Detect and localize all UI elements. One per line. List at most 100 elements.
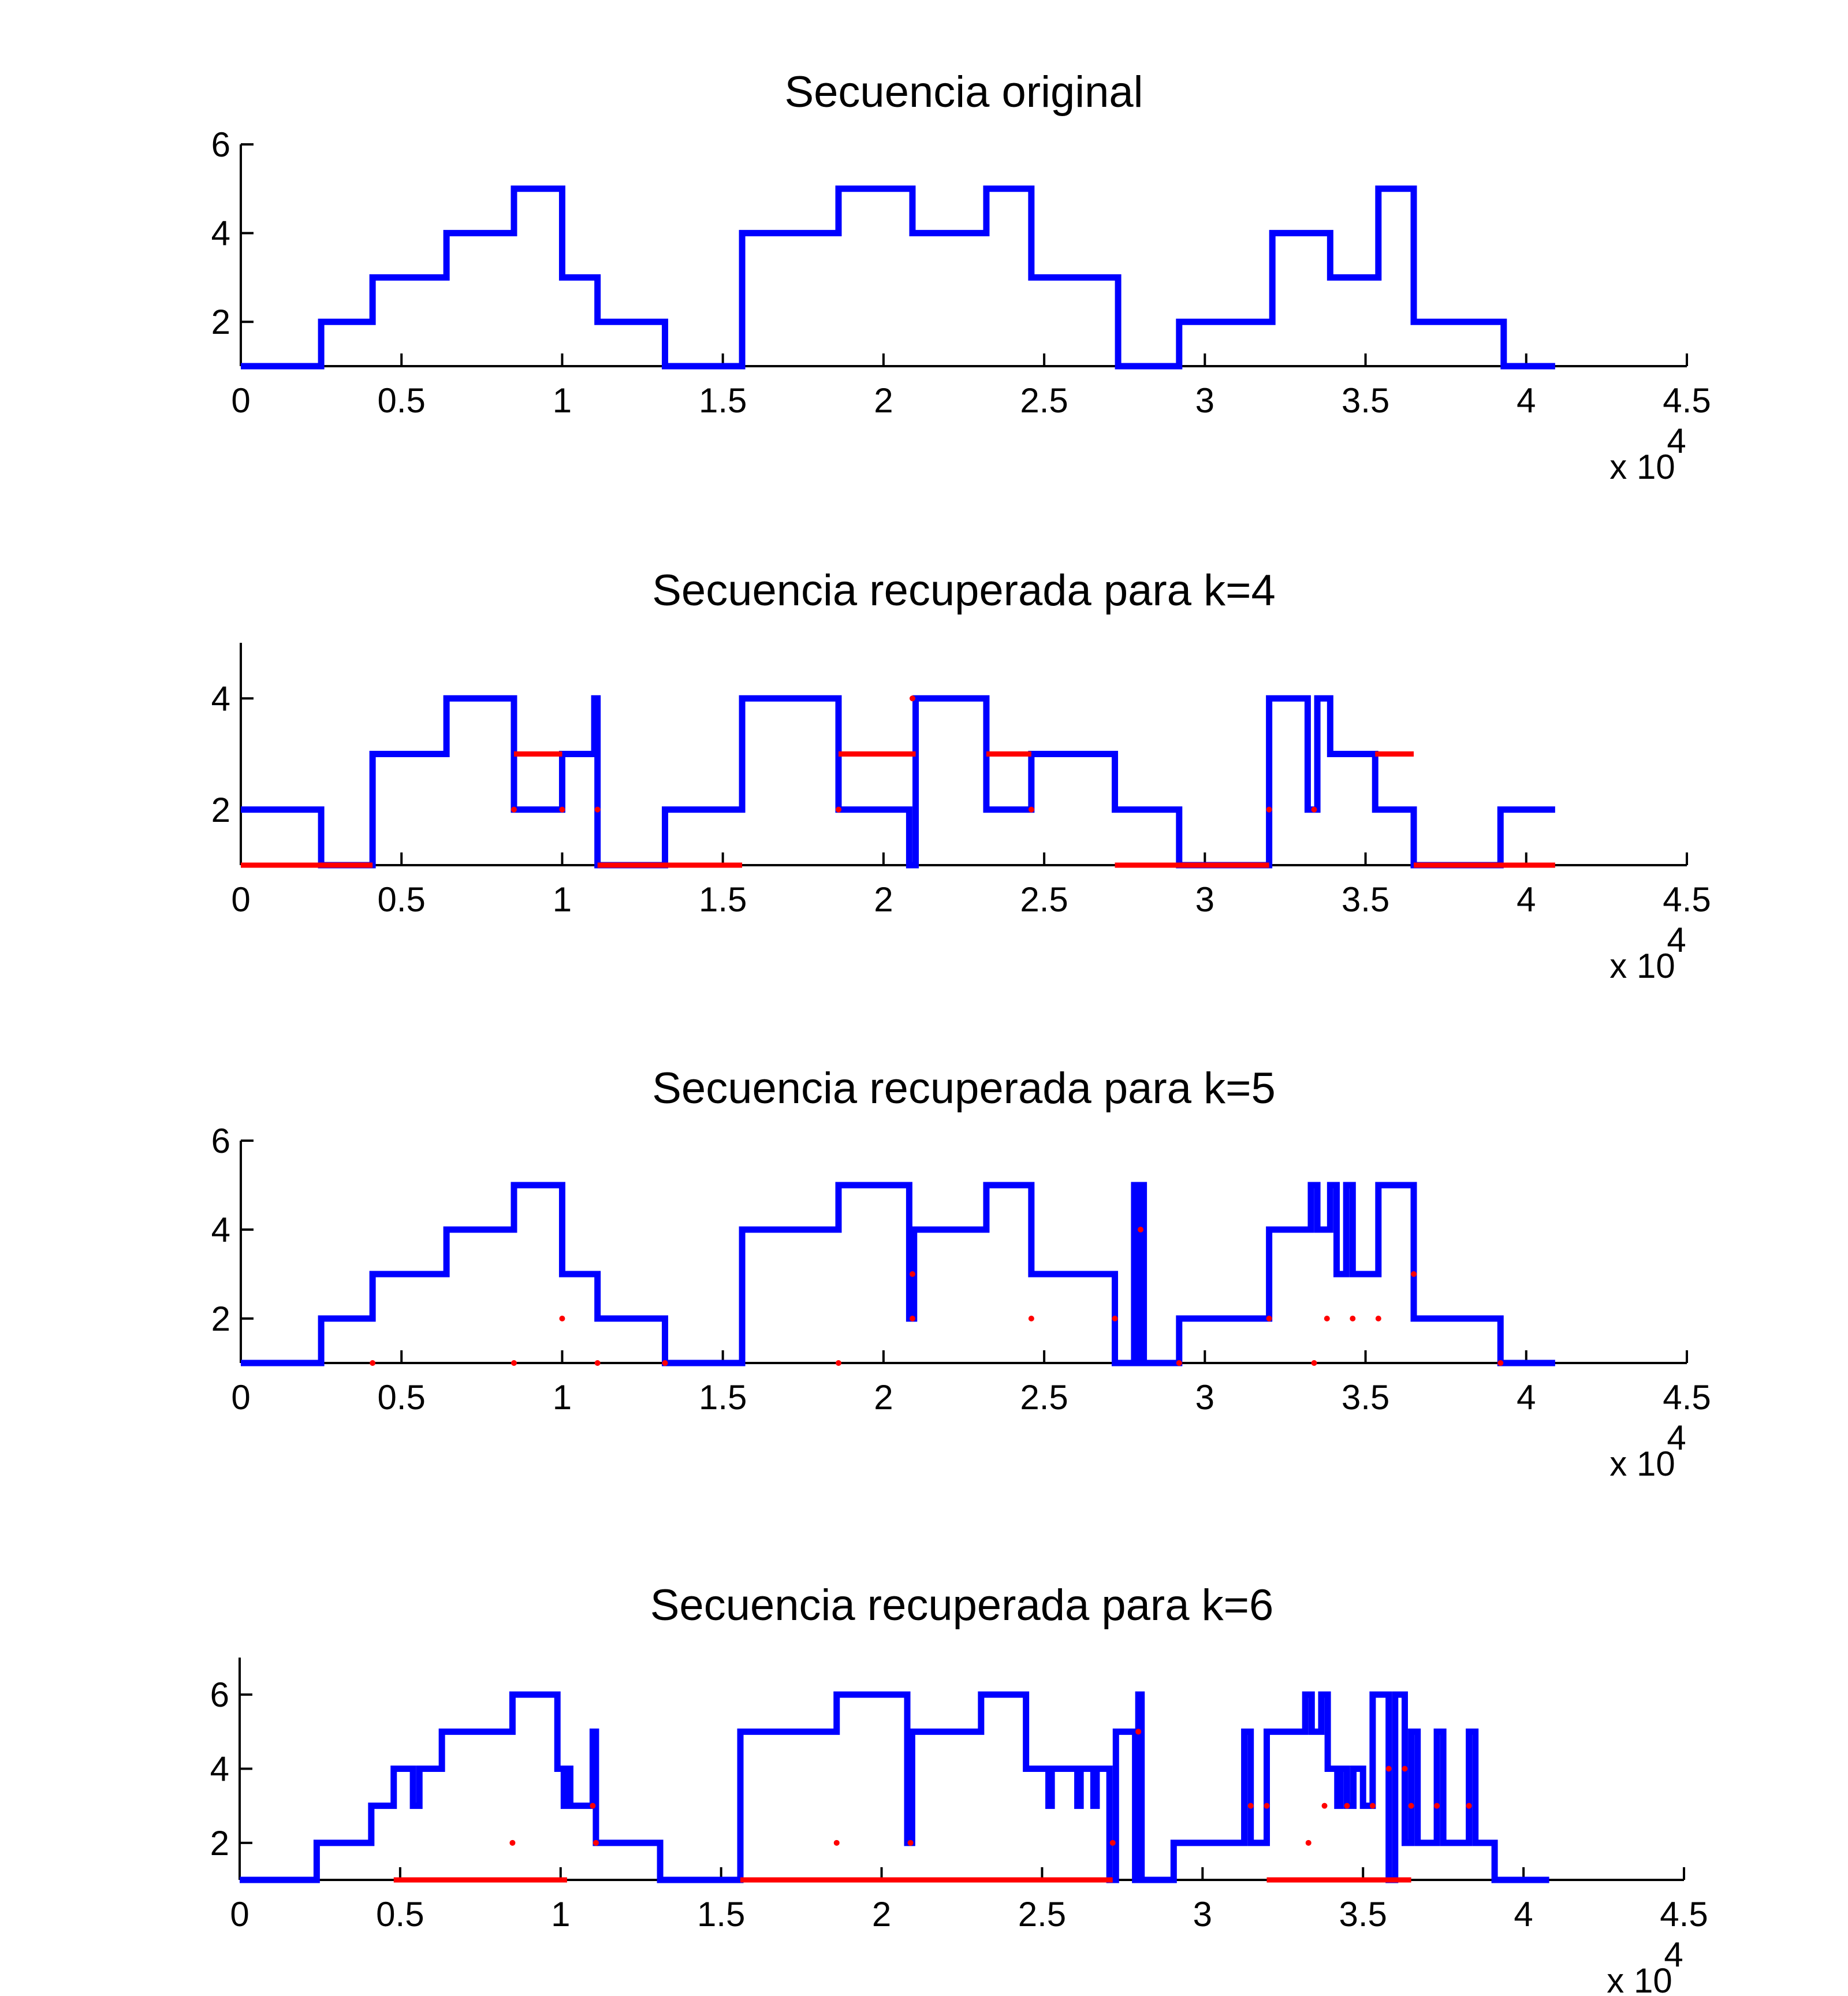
x-tick-label: 1 bbox=[553, 1378, 572, 1417]
x-multiplier-exponent: 4 bbox=[1667, 921, 1686, 959]
y-tick-label: 2 bbox=[211, 791, 230, 829]
marker-point bbox=[1266, 1316, 1272, 1321]
subplot-3: Secuencia recuperada para k=5 0 0.5 1 1.5 2 2.… bbox=[211, 1064, 1711, 1483]
subplot-title: Secuencia recuperada para k=6 bbox=[650, 1581, 1274, 1630]
x-tick-label: 4.5 bbox=[1663, 381, 1711, 420]
marker-point bbox=[1324, 1316, 1330, 1321]
marker-point bbox=[511, 1360, 517, 1366]
series-line bbox=[241, 185, 1555, 370]
marker-point bbox=[1321, 1803, 1328, 1809]
marker-point bbox=[835, 1360, 841, 1366]
marker-point bbox=[1247, 1803, 1254, 1809]
marker-point bbox=[1369, 1803, 1376, 1809]
y-tick-label: 2 bbox=[211, 1299, 230, 1338]
x-tick-label: 3 bbox=[1195, 880, 1214, 919]
marker-point bbox=[593, 1839, 599, 1846]
x-multiplier-exponent: 4 bbox=[1667, 1418, 1686, 1457]
marker-point bbox=[907, 1839, 914, 1846]
marker-point bbox=[1411, 1271, 1417, 1277]
x-multiplier-label: x 10 bbox=[1609, 1444, 1675, 1483]
x-tick-label: 0 bbox=[231, 880, 250, 919]
x-tick-label: 1.5 bbox=[699, 381, 747, 420]
x-tick-label: 0.5 bbox=[378, 1378, 426, 1417]
x-tick-label: 0 bbox=[231, 381, 250, 420]
marker-point bbox=[909, 695, 915, 702]
x-tick-label: 4 bbox=[1517, 381, 1536, 420]
marker-point bbox=[1350, 1316, 1356, 1321]
x-tick-label: 1.5 bbox=[697, 1895, 745, 1934]
marker-point bbox=[370, 1360, 376, 1366]
series-line bbox=[241, 1182, 1555, 1366]
marker-point bbox=[509, 1839, 516, 1846]
x-tick-label: 3.5 bbox=[1342, 1378, 1389, 1417]
x-tick-label: 2 bbox=[874, 880, 893, 919]
marker-point bbox=[1434, 1803, 1440, 1809]
x-tick-label: 2 bbox=[874, 1378, 893, 1417]
x-tick-label: 2.5 bbox=[1020, 381, 1068, 420]
marker-point bbox=[590, 1803, 596, 1809]
subplot-title: Secuencia original bbox=[784, 68, 1143, 117]
marker-point bbox=[1028, 1316, 1034, 1321]
marker-point bbox=[835, 806, 841, 813]
x-tick-label: 0 bbox=[231, 1378, 250, 1417]
x-tick-label: 0.5 bbox=[378, 381, 426, 420]
marker-point bbox=[1112, 1316, 1118, 1321]
x-multiplier-label: x 10 bbox=[1607, 1961, 1672, 1996]
marker-point bbox=[511, 806, 517, 813]
marker-point bbox=[1408, 1803, 1414, 1809]
y-tick-label: 4 bbox=[210, 1750, 229, 1789]
x-tick-label: 2 bbox=[874, 381, 893, 420]
marker-point bbox=[1402, 1766, 1408, 1772]
marker-point bbox=[1466, 1803, 1472, 1809]
y-tick-label: 2 bbox=[210, 1824, 229, 1863]
x-tick-label: 2.5 bbox=[1020, 1378, 1068, 1417]
subplot-title: Secuencia recuperada para k=4 bbox=[652, 566, 1276, 615]
x-tick-label: 4 bbox=[1517, 880, 1536, 919]
x-multiplier-exponent: 4 bbox=[1664, 1935, 1683, 1974]
x-tick-label: 0.5 bbox=[378, 880, 426, 919]
y-tick-label: 4 bbox=[211, 1211, 230, 1249]
x-tick-label: 2 bbox=[872, 1895, 891, 1934]
marker-point bbox=[1176, 1360, 1182, 1366]
marker-point bbox=[1028, 806, 1034, 813]
marker-point bbox=[1264, 1803, 1270, 1809]
marker-point bbox=[909, 1271, 915, 1277]
x-tick-label: 1.5 bbox=[699, 1378, 747, 1417]
x-tick-label: 1.5 bbox=[699, 880, 747, 919]
y-tick-label: 6 bbox=[211, 1122, 230, 1160]
marker-point bbox=[1344, 1803, 1350, 1809]
marker-point bbox=[1375, 1316, 1381, 1321]
series-line bbox=[241, 695, 1555, 869]
x-tick-label: 1 bbox=[553, 880, 572, 919]
subplot-2: Secuencia recuperada para k=4 0 0.5 1 1.5 2 2.… bbox=[211, 566, 1711, 985]
marker-point bbox=[559, 1316, 565, 1321]
marker-point bbox=[559, 806, 565, 813]
marker-point bbox=[909, 1316, 915, 1321]
marker-point bbox=[594, 1360, 601, 1366]
marker-point bbox=[833, 1839, 840, 1846]
x-tick-label: 3 bbox=[1195, 381, 1214, 420]
subplot-4: Secuencia recuperada para k=6 0 0.5 1 1.5 2 2.… bbox=[210, 1581, 1708, 1996]
y-tick-label: 4 bbox=[211, 679, 230, 718]
x-tick-label: 2.5 bbox=[1018, 1895, 1066, 1934]
x-multiplier-label: x 10 bbox=[1609, 448, 1675, 486]
x-multiplier-label: x 10 bbox=[1609, 947, 1675, 985]
x-tick-label: 4.5 bbox=[1660, 1895, 1708, 1934]
marker-point bbox=[594, 806, 601, 813]
x-tick-label: 3.5 bbox=[1342, 381, 1389, 420]
x-tick-label: 2.5 bbox=[1020, 880, 1068, 919]
marker-point bbox=[1385, 1766, 1392, 1772]
marker-point bbox=[1305, 1839, 1312, 1846]
x-tick-label: 3.5 bbox=[1339, 1895, 1387, 1934]
x-tick-label: 4.5 bbox=[1663, 1378, 1711, 1417]
x-tick-label: 3 bbox=[1193, 1895, 1212, 1934]
x-tick-label: 4.5 bbox=[1663, 880, 1711, 919]
x-tick-label: 0.5 bbox=[376, 1895, 424, 1934]
marker-point bbox=[1266, 806, 1272, 813]
x-tick-label: 4 bbox=[1517, 1378, 1536, 1417]
x-tick-label: 3.5 bbox=[1342, 880, 1389, 919]
